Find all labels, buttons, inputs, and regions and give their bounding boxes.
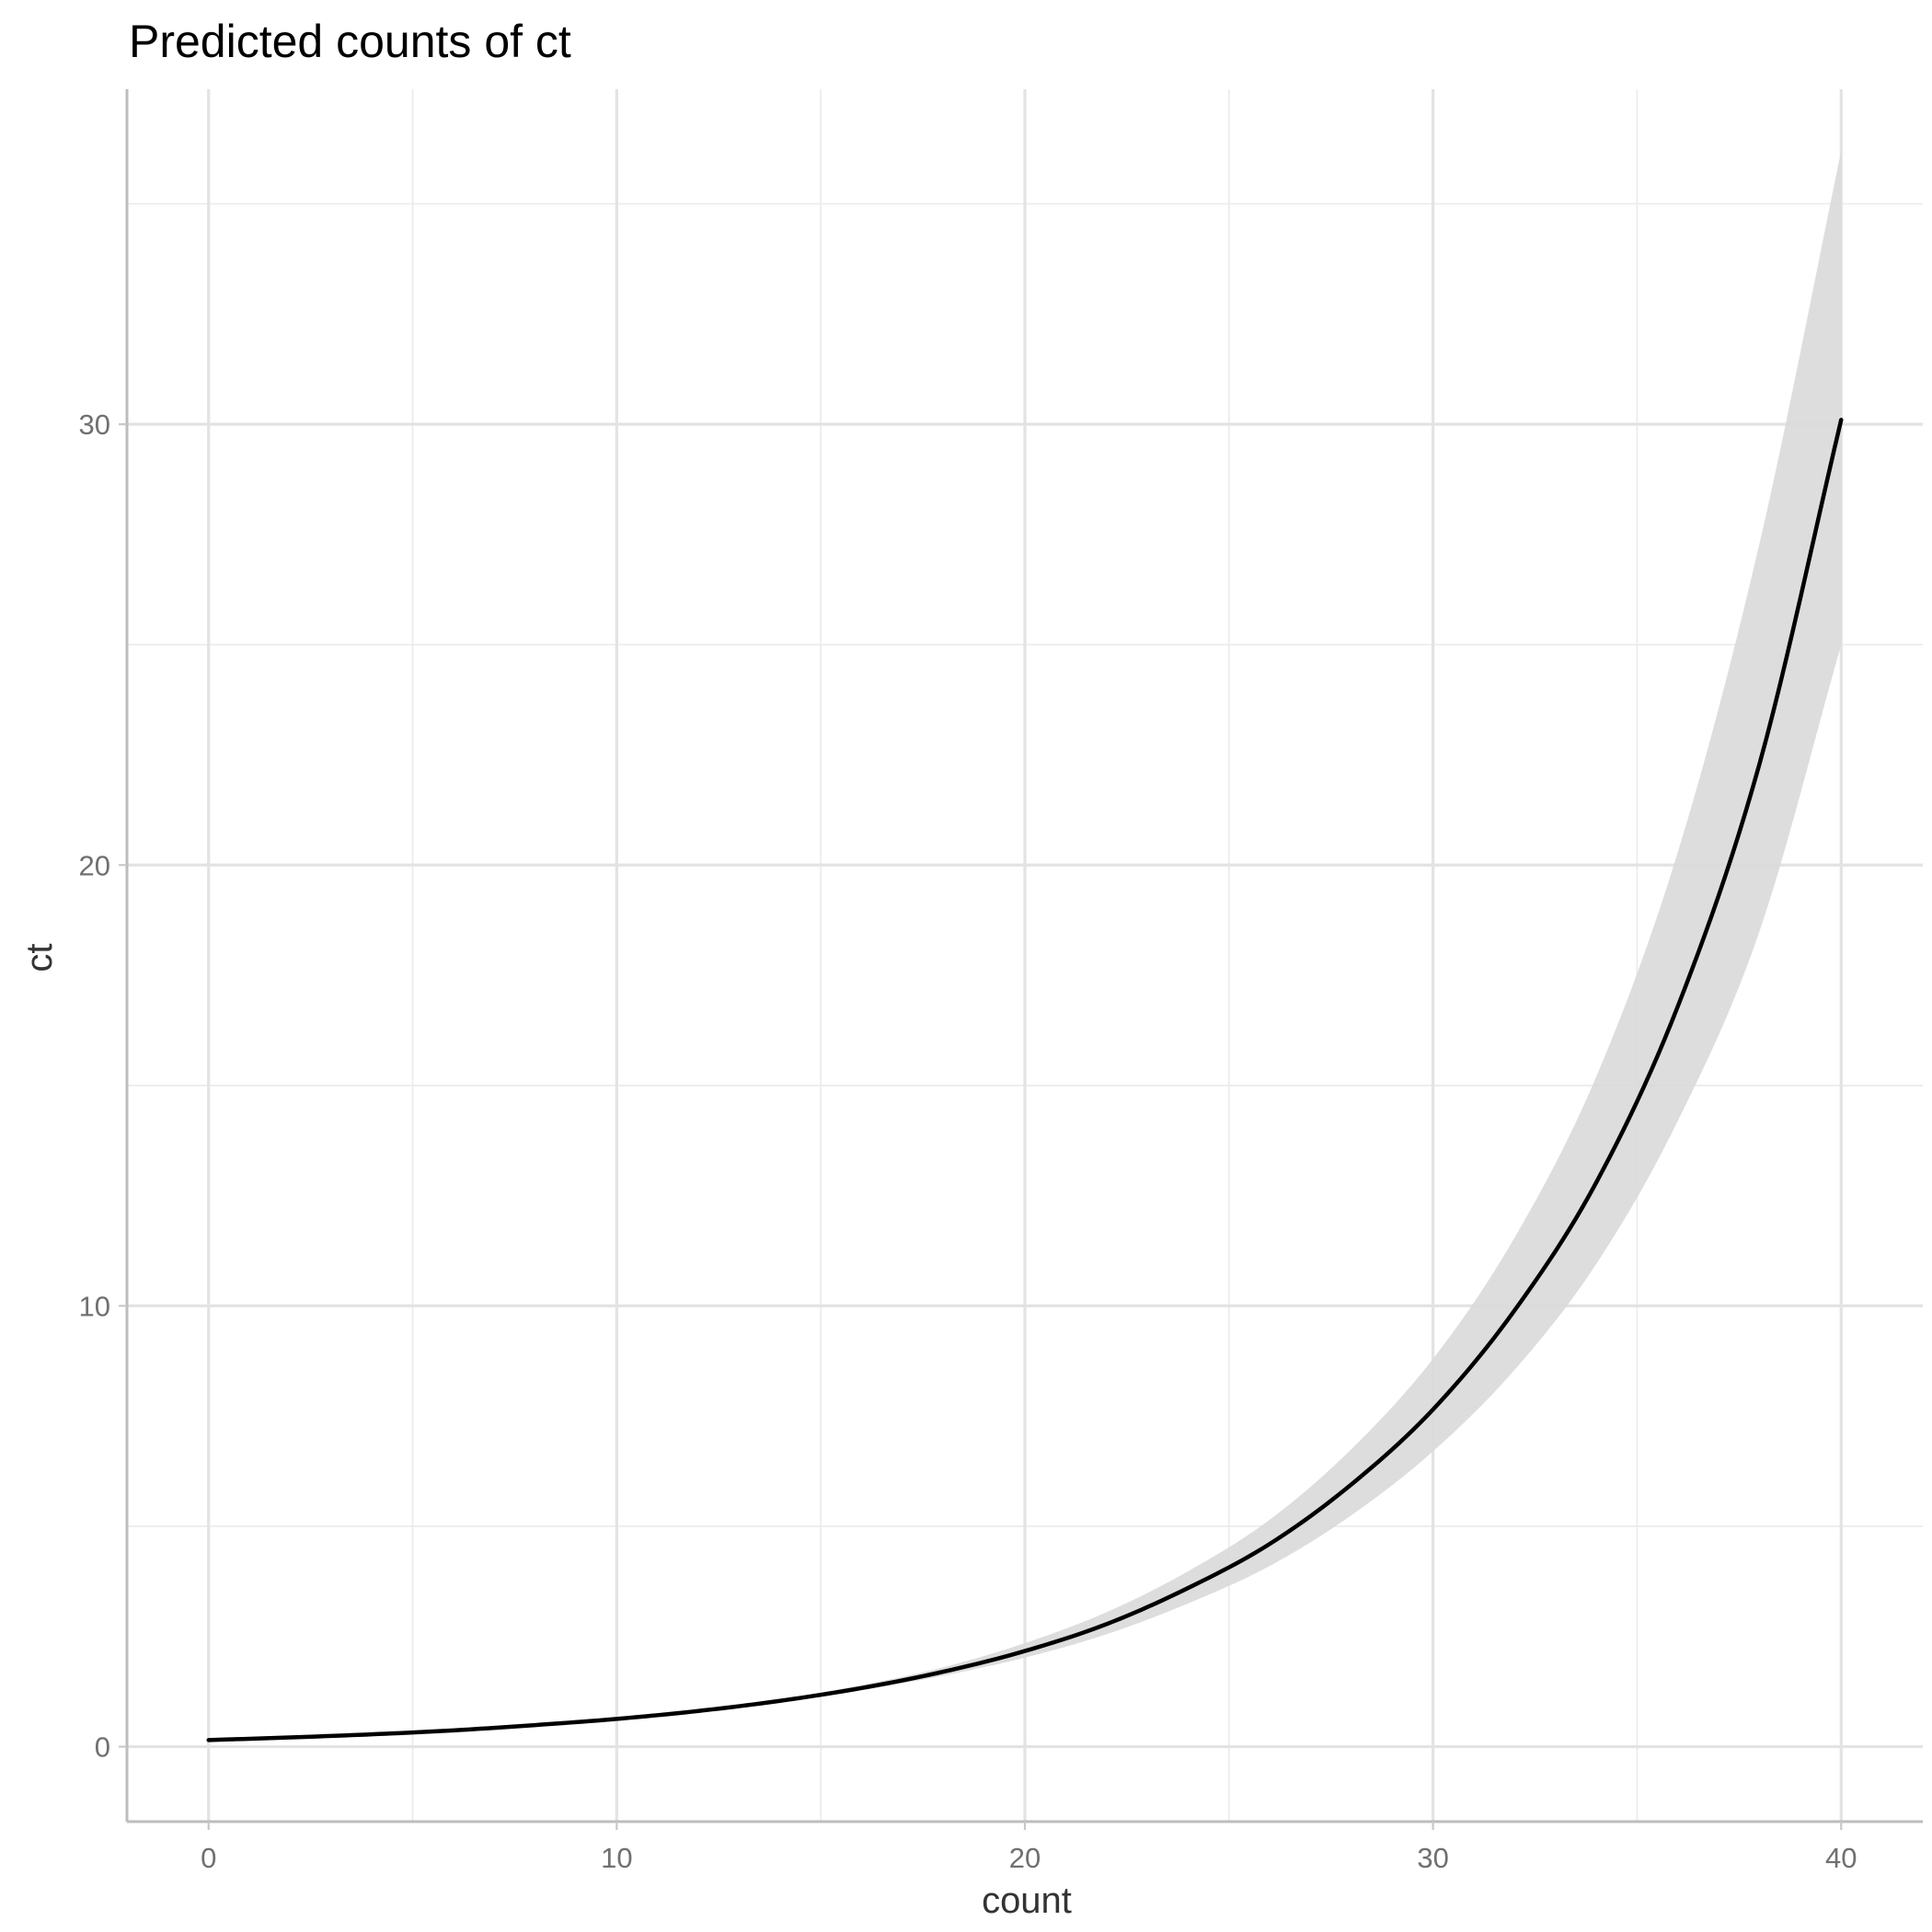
- y-tick-label: 20: [79, 849, 110, 881]
- prediction-line-0: [206, 418, 1844, 1742]
- chart-title: Predicted counts of ct: [129, 16, 571, 67]
- x-tick-label: 10: [601, 1842, 632, 1874]
- axes: [119, 89, 1923, 1830]
- y-tick-label: 30: [79, 408, 110, 441]
- prediction-line: [206, 418, 1844, 1742]
- x-tick-label: 0: [201, 1842, 216, 1874]
- grid-lines: [127, 89, 1923, 1822]
- y-tick-label: 0: [95, 1731, 110, 1764]
- x-tick-label: 30: [1417, 1842, 1448, 1874]
- y-tick-label: 10: [79, 1290, 110, 1322]
- x-tick-label: 40: [1825, 1842, 1857, 1874]
- y-axis-title: ct: [19, 943, 60, 972]
- tick-labels: 0 10 20 30 40 0 10 20 30: [79, 408, 1857, 1874]
- x-axis-title: count: [982, 1880, 1072, 1921]
- x-tick-label: 20: [1009, 1842, 1041, 1874]
